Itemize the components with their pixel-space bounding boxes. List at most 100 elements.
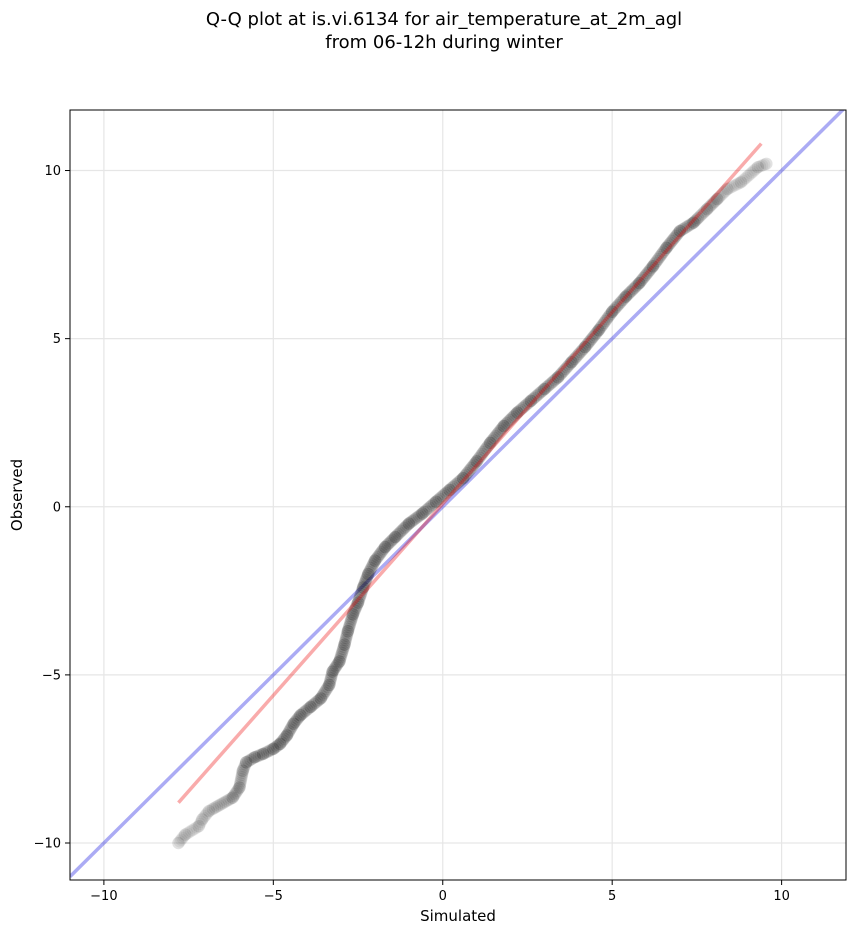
- qq-point: [341, 624, 355, 638]
- qq-point: [605, 305, 619, 318]
- qq-point: [197, 811, 210, 824]
- qq-point: [422, 501, 436, 514]
- qq-point: [392, 527, 405, 541]
- qq-point: [337, 640, 351, 653]
- qq-point: [285, 721, 298, 734]
- qq-point: [244, 753, 257, 766]
- qq-point: [719, 184, 733, 197]
- qq-point: [273, 737, 287, 751]
- qq-point: [419, 504, 433, 517]
- qq-point: [256, 747, 270, 761]
- qq-point: [633, 276, 646, 290]
- qq-point: [417, 505, 431, 519]
- plot-frame: [69, 109, 847, 881]
- qq-point: [192, 820, 205, 833]
- qq-point: [681, 220, 694, 233]
- qq-point: [204, 803, 218, 817]
- qq-point: [597, 316, 611, 330]
- qq-point: [734, 176, 748, 189]
- qq-point: [489, 429, 502, 443]
- qq-point: [585, 332, 599, 345]
- qq-point: [323, 676, 336, 689]
- qq-point: [318, 686, 331, 699]
- qq-point: [350, 600, 363, 613]
- x-tick-label: 5: [608, 889, 616, 904]
- qq-point: [556, 366, 569, 379]
- axes: −10 −5 0 5 10 −10 −5 0 5 10: [34, 109, 847, 904]
- qq-point: [577, 342, 590, 355]
- qq-point: [434, 491, 448, 504]
- qq-point: [557, 364, 571, 377]
- qq-point: [578, 340, 592, 354]
- x-tick-label: 10: [773, 889, 790, 904]
- qq-point: [466, 460, 479, 473]
- qq-point: [429, 495, 443, 508]
- qq-point: [551, 371, 565, 384]
- qq-point: [511, 406, 524, 419]
- qq-point: [569, 350, 583, 364]
- qq-point: [350, 598, 364, 611]
- qq-point: [693, 210, 706, 223]
- qq-point: [601, 311, 615, 324]
- qq-point: [294, 709, 307, 722]
- qq-point: [642, 265, 655, 278]
- qq-point: [687, 216, 700, 229]
- qq-point: [675, 223, 689, 237]
- qq-point: [458, 470, 471, 483]
- qq-point: [439, 486, 453, 500]
- qq-point: [668, 231, 681, 244]
- qq-point: [339, 631, 353, 645]
- qq-point: [399, 520, 413, 533]
- qq-point: [240, 756, 253, 769]
- qq-point: [351, 596, 365, 609]
- qq-point: [235, 770, 248, 784]
- qq-point: [462, 465, 475, 478]
- qq-point: [361, 569, 374, 583]
- qq-point: [646, 260, 660, 273]
- qq-point: [445, 482, 458, 495]
- qq-point: [443, 483, 456, 497]
- qq-point: [258, 746, 272, 760]
- qq-point: [324, 672, 338, 685]
- qq-point: [734, 176, 748, 189]
- qq-point: [685, 217, 698, 231]
- qq-point: [584, 334, 597, 347]
- chart-title: Q-Q plot at is.vi.6134 for air_temperatu…: [205, 9, 683, 30]
- qq-point: [753, 160, 767, 173]
- qq-point: [485, 435, 498, 448]
- qq-point: [536, 384, 549, 397]
- qq-point: [248, 751, 261, 764]
- qq-point: [356, 581, 370, 594]
- qq-point: [311, 695, 324, 708]
- qq-point: [402, 517, 416, 530]
- qq-point: [267, 742, 280, 756]
- qq-point: [511, 406, 524, 419]
- qq-point: [319, 684, 332, 697]
- qq-point: [543, 378, 556, 391]
- qq-point: [222, 793, 235, 807]
- qq-point: [700, 202, 714, 216]
- qq-point: [526, 393, 539, 406]
- qq-point: [446, 480, 460, 494]
- qq-point: [190, 821, 204, 834]
- qq-point: [728, 178, 742, 192]
- qq-point: [456, 471, 470, 485]
- qq-point: [592, 324, 605, 337]
- qq-point: [233, 781, 246, 794]
- qq-point: [429, 495, 443, 508]
- qq-point: [732, 177, 746, 190]
- qq-point: [402, 517, 416, 530]
- qq-point: [739, 171, 753, 184]
- qq-point: [426, 498, 439, 511]
- qq-point: [538, 382, 551, 396]
- qq-point: [362, 565, 376, 579]
- qq-point: [287, 717, 300, 730]
- qq-point: [524, 394, 538, 408]
- qq-point: [610, 300, 623, 313]
- qq-point: [497, 419, 510, 433]
- qq-point: [587, 330, 600, 344]
- qq-point: [479, 442, 493, 455]
- qq-point: [607, 303, 620, 317]
- qq-point: [575, 344, 589, 357]
- qq-point: [338, 638, 351, 651]
